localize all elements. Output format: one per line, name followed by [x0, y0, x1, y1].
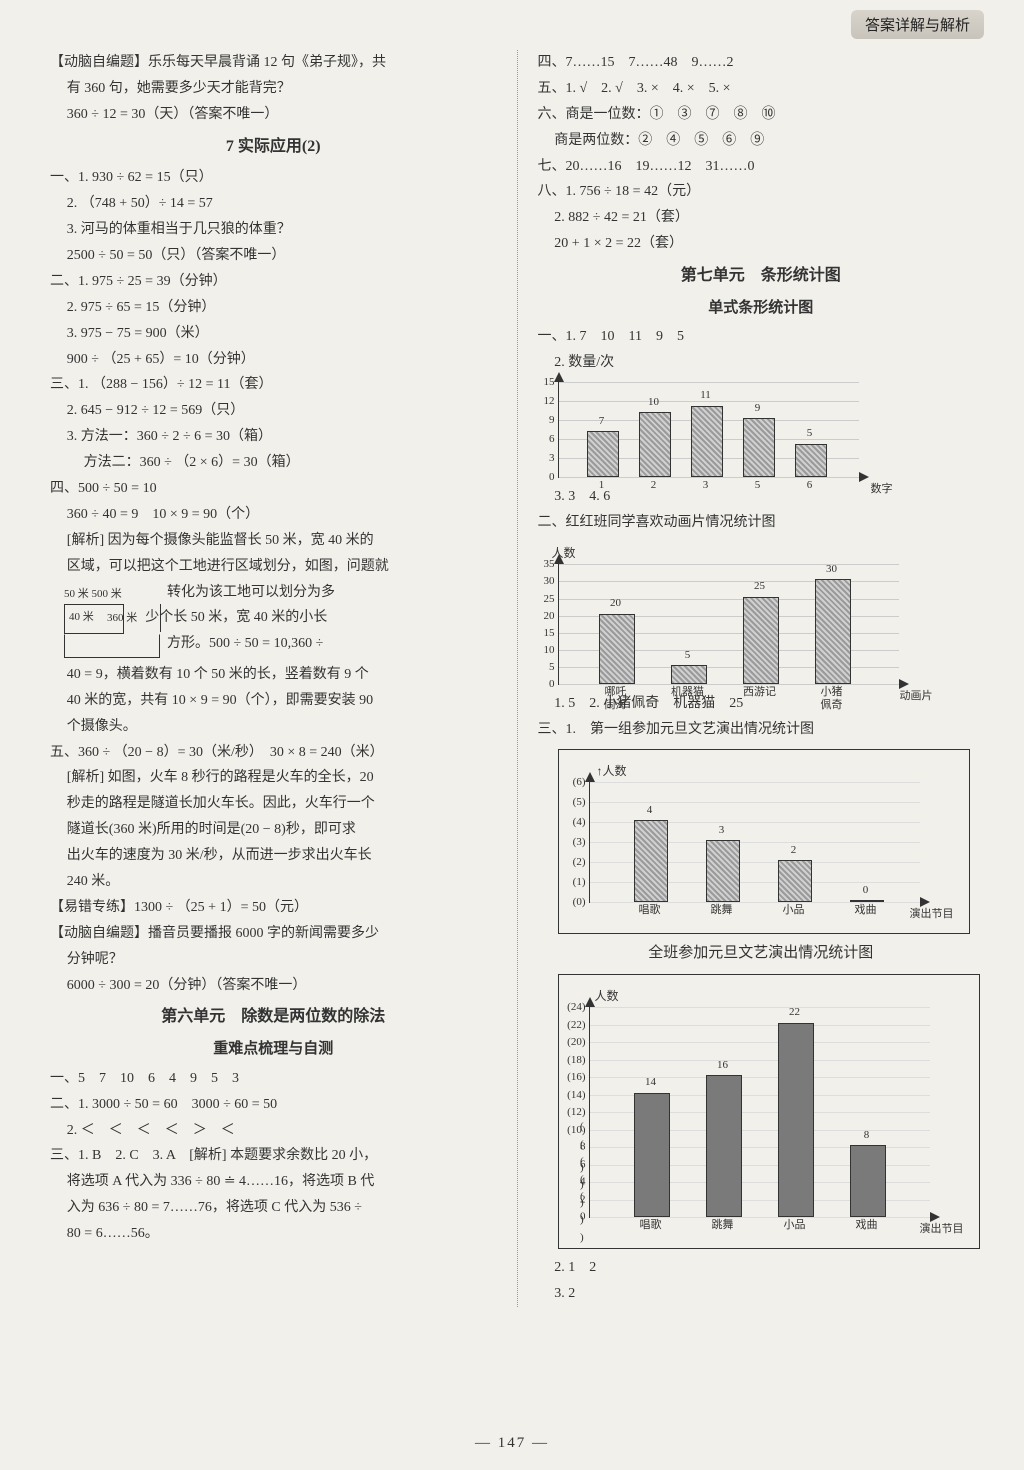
- text-line: 商是两位数：② ④ ⑤ ⑥ ⑨: [538, 128, 985, 154]
- text-line: 二、1. 3000 ÷ 50 = 60 3000 ÷ 60 = 50: [50, 1092, 497, 1118]
- text-line: 八、1. 756 ÷ 18 = 42（元）: [538, 179, 985, 205]
- diagram-rect: 40 米: [64, 604, 124, 634]
- text-line: 有 360 句，她需要多少天才能背完？: [50, 76, 497, 102]
- text-line: 出火车的速度为 30 米/秒，从而进一步求出火车长: [50, 843, 497, 869]
- text-line: 六、商是一位数：① ③ ⑦ ⑧ ⑩: [538, 102, 985, 128]
- text-line: 40 = 9，横着数有 10 个 50 米的长，竖着数有 9 个: [50, 662, 497, 688]
- text-line: 【动脑自编题】乐乐每天早晨背诵 12 句《弟子规》，共: [50, 50, 497, 76]
- text-line: [解析] 因为每个摄像头能监督长 50 米，宽 40 米的: [50, 528, 497, 554]
- text-line: 360 米少个长 50 米，宽 40 米的小长: [167, 605, 497, 631]
- text-line: 区域，可以把这个工地进行区域划分，如图，问题就: [50, 554, 497, 580]
- page: 答案详解与解析 【动脑自编题】乐乐每天早晨背诵 12 句《弟子规》，共 有 36…: [0, 0, 1024, 1470]
- chart-area: 03691215711021139556数字: [558, 382, 859, 478]
- column-divider: [517, 50, 518, 1307]
- text-line: 80 = 6……56。: [50, 1221, 497, 1247]
- text-line: 360 ÷ 12 = 30（天）（答案不唯一）: [50, 102, 497, 128]
- chart-3: ↑人数 (0)(1)(2)(3)(4)(5)(6)4唱歌3跳舞2小品0戏曲演出节…: [558, 749, 970, 934]
- text-line: 四、7……15 7……48 9……2: [538, 50, 985, 76]
- chart-area: ( 0 )( 2 )( 4 )( 6 )( 8 )(10)(12)(14)(16…: [589, 1007, 930, 1218]
- right-column: 四、7……15 7……48 9……2 五、1. √ 2. √ 3. × 4. ×…: [538, 50, 985, 1307]
- text-line: 2. 645 − 912 ÷ 12 = 569（只）: [50, 398, 497, 424]
- text-line: 3. 975 − 75 = 900（米）: [50, 321, 497, 347]
- text-line: 四、500 ÷ 50 = 10: [50, 476, 497, 502]
- text-line: 2. 882 ÷ 42 = 21（套）: [538, 205, 985, 231]
- section-title: 第七单元 条形统计图: [538, 261, 985, 291]
- chart-area: 0510152025303520哪吒闹海5机器猫25西游记30小猪佩奇动画片: [558, 564, 899, 685]
- text-line: 二、红红班同学喜欢动画片情况统计图: [538, 510, 985, 536]
- text-line: 2. ＜ ＜ ＜ ＜ ＞ ＜: [50, 1118, 497, 1144]
- section-title: 第六单元 除数是两位数的除法: [50, 1002, 497, 1032]
- text-line: 900 ÷ （25 + 65）= 10（分钟）: [50, 347, 497, 373]
- text-line: 【易错专练】1300 ÷ （25 + 1）= 50（元）: [50, 895, 497, 921]
- text-line: 转化为该工地可以划分为多: [167, 580, 497, 606]
- chart-1: 03691215711021139556数字: [558, 382, 985, 478]
- section-title: 7 实际应用(2): [50, 132, 497, 162]
- text-part: 少个长 50 米，宽 40 米的小长: [145, 610, 327, 625]
- text-line: 三、1. 第一组参加元旦文艺演出情况统计图: [538, 717, 985, 743]
- chart-2: 人数 0510152025303520哪吒闹海5机器猫25西游记30小猪佩奇动画…: [558, 542, 985, 685]
- text-line: 一、1. 7 10 11 9 5: [538, 324, 985, 350]
- y-axis-label: ↑人数: [597, 760, 959, 782]
- text-line: 方法二：360 ÷ （2 × 6）= 30（箱）: [50, 450, 497, 476]
- page-number: — 147 —: [0, 1435, 1024, 1452]
- text-line: 三、1. （288 − 156）÷ 12 = 11（套）: [50, 372, 497, 398]
- text-line: [解析] 如图，火车 8 秒行的路程是火车的全长，20: [50, 765, 497, 791]
- diagram-inner-label: 40 米: [69, 607, 94, 627]
- left-column: 【动脑自编题】乐乐每天早晨背诵 12 句《弟子规》，共 有 360 句，她需要多…: [50, 50, 497, 1307]
- chart-title: 全班参加元旦文艺演出情况统计图: [538, 940, 985, 968]
- columns: 【动脑自编题】乐乐每天早晨背诵 12 句《弟子规》，共 有 360 句，她需要多…: [50, 50, 984, 1307]
- text-line: 3. 2: [538, 1281, 985, 1307]
- y-axis-label: 人数: [595, 985, 969, 1007]
- text-line: 20 + 1 × 2 = 22（套）: [538, 231, 985, 257]
- text-line: 隧道长(360 米)所用的时间是(20 − 8)秒，即可求: [50, 817, 497, 843]
- text-line: 秒走的路程是隧道长加火车长。因此，火车行一个: [50, 791, 497, 817]
- text-line: 七、20……16 19……12 31……0: [538, 154, 985, 180]
- text-line: 2. 1 2: [538, 1255, 985, 1281]
- text-line: 个摄像头。: [50, 714, 497, 740]
- text-line: 入为 636 ÷ 80 = 7……76，将选项 C 代入为 536 ÷: [50, 1195, 497, 1221]
- text-line: 一、5 7 10 6 4 9 5 3: [50, 1066, 497, 1092]
- sub-title: 单式条形统计图: [538, 295, 985, 323]
- text-line: 【动脑自编题】播音员要播报 6000 字的新闻需要多少: [50, 921, 497, 947]
- text-line: 方形。500 ÷ 50 = 10,360 ÷: [167, 631, 497, 657]
- sub-title: 重难点梳理与自测: [50, 1036, 497, 1064]
- chart-4: 人数 ( 0 )( 2 )( 4 )( 6 )( 8 )(10)(12)(14)…: [558, 974, 980, 1249]
- text-line: 360 ÷ 40 = 9 10 × 9 = 90（个）: [50, 502, 497, 528]
- text-line: 240 米。: [50, 869, 497, 895]
- text-line: 3. 河马的体重相当于几只狼的体重？: [50, 217, 497, 243]
- header-tab: 答案详解与解析: [851, 10, 984, 39]
- text-line: 五、360 ÷ （20 − 8）= 30（米/秒） 30 × 8 = 240（米…: [50, 740, 497, 766]
- text-line: 2500 ÷ 50 = 50（只）（答案不唯一）: [50, 243, 497, 269]
- text-line: 一、1. 930 ÷ 62 = 15（只）: [50, 165, 497, 191]
- text-line: 2. 数量/次: [538, 350, 985, 376]
- text-line: 6000 ÷ 300 = 20（分钟）（答案不唯一）: [50, 973, 497, 999]
- y-axis-label: 人数: [552, 542, 985, 564]
- text-line: 2. 975 ÷ 65 = 15（分钟）: [50, 295, 497, 321]
- text-line: 三、1. B 2. C 3. A [解析] 本题要求余数比 20 小，: [50, 1143, 497, 1169]
- text-line: 40 米的宽，共有 10 × 9 = 90（个），即需要安装 90: [50, 688, 497, 714]
- diagram-top-label: 50 米 500 米: [64, 584, 161, 604]
- chart-area: (0)(1)(2)(3)(4)(5)(6)4唱歌3跳舞2小品0戏曲演出节目: [589, 782, 920, 903]
- text-line: 将选项 A 代入为 336 ÷ 80 ≐ 4……16，将选项 B 代: [50, 1169, 497, 1195]
- text-line: 二、1. 975 ÷ 25 = 39（分钟）: [50, 269, 497, 295]
- text-line: 2. （748 + 50）÷ 14 = 57: [50, 191, 497, 217]
- text-line: 分钟呢？: [50, 947, 497, 973]
- text-line: 五、1. √ 2. √ 3. × 4. × 5. ×: [538, 76, 985, 102]
- text-line: 3. 方法一：360 ÷ 2 ÷ 6 = 30（箱）: [50, 424, 497, 450]
